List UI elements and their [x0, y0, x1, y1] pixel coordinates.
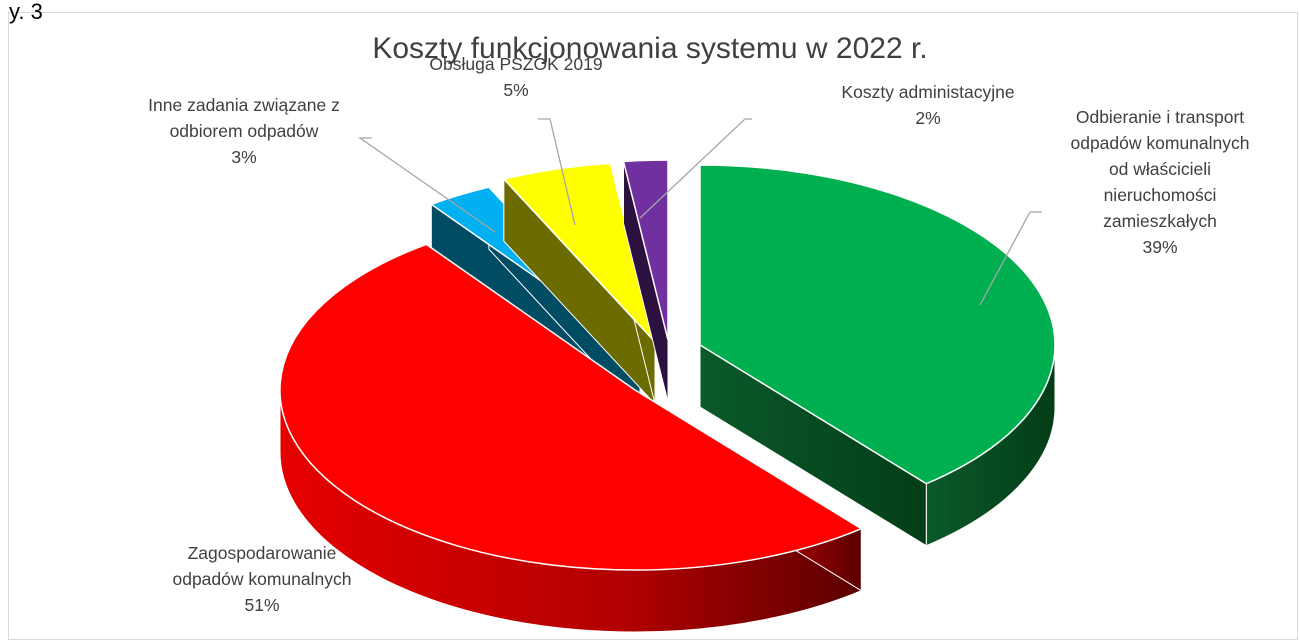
slice-percent-label-4: 5% — [503, 80, 528, 100]
slice-category-label-4: Obsługa PSZOK 2019 — [429, 54, 602, 74]
slice-category-label-1: Odbieranie i transport — [1076, 107, 1244, 127]
labels-layer: Odbieranie i transport odpadów komunalnyc… — [148, 54, 1249, 615]
slice-percent-label-1: 39% — [1142, 237, 1177, 257]
slice-category-label-1: od właścicieli — [1109, 159, 1211, 179]
slice-category-label-1: odpadów komunalnych — [1070, 133, 1249, 153]
slice-category-label-3: odbiorem odpadów — [170, 121, 319, 141]
slice-category-label-2: odpadów komunalnych — [172, 569, 351, 589]
pie-slice-top-5 — [622, 159, 669, 341]
pie-slice-1 — [699, 164, 1056, 547]
leader-line-3 — [357, 137, 496, 233]
pie-slice-5 — [622, 159, 669, 403]
leader-line-1 — [979, 211, 1042, 306]
leader-line-4 — [538, 118, 576, 226]
slice-category-label-1: nieruchomości — [1104, 185, 1217, 205]
slice-category-label-5: Koszty administacyjne — [841, 82, 1014, 102]
pie-slice-top-1 — [699, 164, 1056, 485]
pie-slice-4 — [502, 162, 656, 406]
leader-line-5 — [639, 118, 752, 219]
chart-title: Koszty funkcjonowania systemu w 2022 r. — [372, 32, 927, 65]
leader-lines — [357, 118, 1042, 306]
slice-category-label-3: Inne zadania związane z — [148, 95, 340, 115]
slices-layer — [279, 159, 1056, 633]
slice-category-label-1: zamieszkałych — [1103, 211, 1217, 231]
corner-text: y. 3 — [9, 0, 43, 24]
pie-slice-top-2 — [279, 243, 863, 571]
slice-percent-label-5: 2% — [915, 108, 940, 128]
pie-slice-top-4 — [502, 162, 656, 343]
slice-category-label-2: Zagospodarowanie — [188, 543, 337, 563]
slice-percent-label-2: 51% — [244, 595, 279, 615]
slice-percent-label-3: 3% — [231, 147, 256, 167]
pie-slice-2 — [279, 243, 863, 633]
